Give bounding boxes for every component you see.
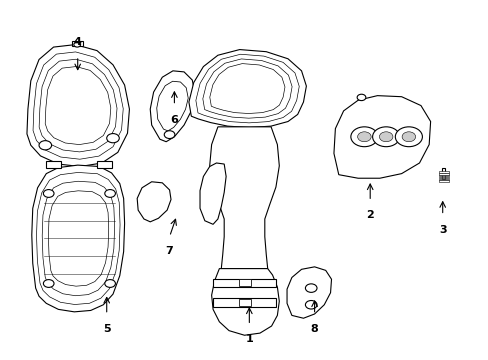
Text: 8: 8 [310,324,318,334]
Polygon shape [203,59,291,118]
Polygon shape [188,50,306,127]
Bar [72,41,82,46]
Polygon shape [212,298,276,306]
Circle shape [104,190,115,197]
Polygon shape [137,182,171,222]
Polygon shape [42,181,114,296]
Polygon shape [27,45,129,167]
Circle shape [372,127,399,147]
Circle shape [356,94,365,100]
Text: 5: 5 [102,324,110,334]
Polygon shape [209,64,285,113]
Bar [438,180,447,182]
Bar [441,168,444,179]
Bar [46,161,61,168]
Bar [438,177,447,178]
Bar [438,171,447,173]
Circle shape [106,134,119,143]
Bar [97,161,111,168]
Circle shape [104,280,115,287]
Polygon shape [33,52,123,159]
Text: 6: 6 [170,115,178,125]
Bar [438,179,447,180]
Text: 3: 3 [438,225,446,235]
Polygon shape [286,267,331,318]
Polygon shape [157,81,188,131]
Polygon shape [150,71,195,142]
Text: 7: 7 [165,246,173,256]
Polygon shape [45,67,111,145]
Polygon shape [209,127,279,269]
Circle shape [350,127,377,147]
Circle shape [401,132,415,142]
Polygon shape [211,269,279,335]
Text: 2: 2 [366,211,373,220]
Circle shape [43,280,54,287]
Circle shape [305,284,316,292]
Polygon shape [333,96,430,178]
Circle shape [43,190,54,197]
Circle shape [357,132,370,142]
Text: 4: 4 [74,37,81,47]
Bar [238,299,251,306]
Bar [238,279,251,286]
Circle shape [74,42,81,47]
Bar [438,175,447,176]
Polygon shape [200,163,225,224]
Polygon shape [196,54,299,123]
Bar [438,173,447,175]
Circle shape [379,132,392,142]
Circle shape [394,127,422,147]
Polygon shape [32,165,124,312]
Circle shape [39,141,52,150]
Polygon shape [39,59,117,152]
Polygon shape [37,172,120,305]
Polygon shape [48,191,108,286]
Circle shape [164,131,175,139]
Polygon shape [212,279,276,287]
Text: 1: 1 [245,334,253,345]
Circle shape [305,301,316,309]
